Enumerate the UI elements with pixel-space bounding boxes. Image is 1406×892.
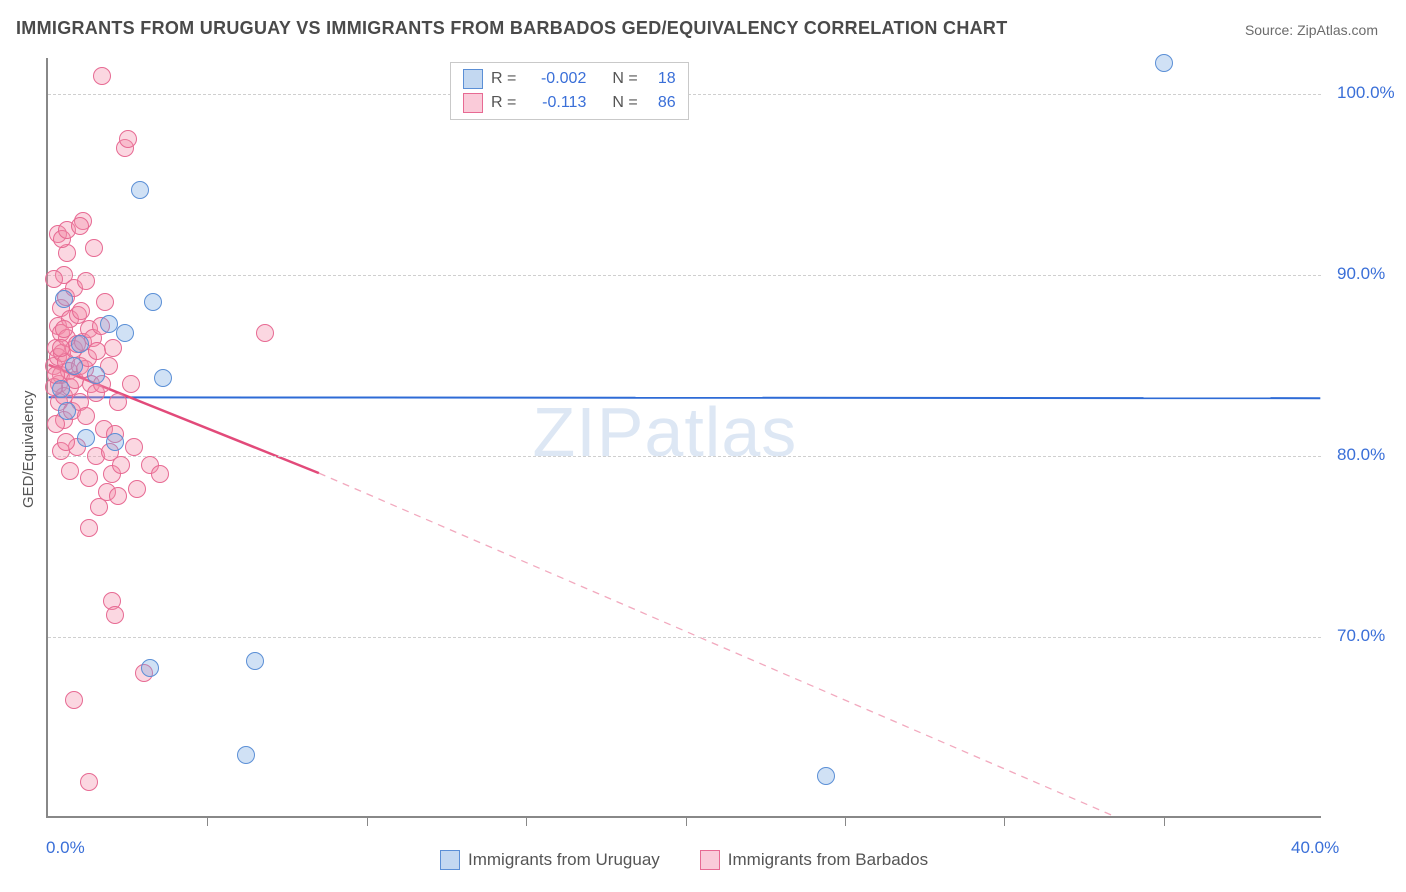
legend-n-value: 86: [646, 91, 676, 115]
legend-r-value: -0.002: [524, 67, 586, 91]
data-point-barbados: [119, 130, 137, 148]
data-point-barbados: [96, 293, 114, 311]
legend-n-label: N =: [612, 91, 637, 115]
data-point-uruguay: [131, 181, 149, 199]
data-point-barbados: [80, 519, 98, 537]
data-point-barbados: [77, 407, 95, 425]
y-tick-label: 100.0%: [1337, 83, 1395, 103]
legend-label: Immigrants from Uruguay: [468, 850, 660, 870]
legend-n-value: 18: [646, 67, 676, 91]
legend-swatch-uruguay: [463, 69, 483, 89]
data-point-barbados: [61, 462, 79, 480]
data-point-barbados: [45, 270, 63, 288]
trend-line: [49, 397, 1321, 398]
series-legend: Immigrants from Uruguay Immigrants from B…: [440, 850, 928, 870]
data-point-barbados: [122, 375, 140, 393]
data-point-barbados: [72, 302, 90, 320]
data-point-uruguay: [71, 335, 89, 353]
legend-swatch-barbados: [700, 850, 720, 870]
legend-n-label: N =: [612, 67, 637, 91]
data-point-uruguay: [58, 402, 76, 420]
y-tick-label: 90.0%: [1337, 264, 1385, 284]
legend-row-uruguay: R = -0.002 N = 18: [463, 67, 676, 91]
data-point-barbados: [57, 433, 75, 451]
legend-r-value: -0.113: [524, 91, 586, 115]
gridline-h: [48, 456, 1321, 457]
data-point-uruguay: [77, 429, 95, 447]
data-point-barbados: [65, 691, 83, 709]
chart-plot-area: ZIPatlas: [46, 58, 1321, 818]
data-point-barbados: [151, 465, 169, 483]
data-point-barbados: [104, 339, 122, 357]
data-point-uruguay: [116, 324, 134, 342]
data-point-barbados: [256, 324, 274, 342]
data-point-barbados: [112, 456, 130, 474]
data-point-barbados: [71, 217, 89, 235]
source-value: ZipAtlas.com: [1297, 22, 1378, 38]
x-tick: [207, 816, 208, 826]
gridline-h: [48, 275, 1321, 276]
legend-r-label: R =: [491, 67, 516, 91]
data-point-barbados: [85, 239, 103, 257]
correlation-legend: R = -0.002 N = 18 R = -0.113 N = 86: [450, 62, 689, 120]
data-point-uruguay: [246, 652, 264, 670]
data-point-uruguay: [65, 357, 83, 375]
y-axis-label: GED/Equivalency: [20, 390, 37, 508]
legend-item-uruguay: Immigrants from Uruguay: [440, 850, 660, 870]
data-point-barbados: [106, 606, 124, 624]
x-tick-label: 0.0%: [46, 838, 85, 858]
legend-item-barbados: Immigrants from Barbados: [700, 850, 928, 870]
data-point-uruguay: [1155, 54, 1173, 72]
data-point-barbados: [80, 773, 98, 791]
data-point-barbados: [93, 67, 111, 85]
data-point-barbados: [55, 320, 73, 338]
source-attribution: Source: ZipAtlas.com: [1245, 22, 1378, 38]
data-point-uruguay: [106, 433, 124, 451]
y-tick-label: 70.0%: [1337, 626, 1385, 646]
data-point-barbados: [109, 487, 127, 505]
data-point-uruguay: [141, 659, 159, 677]
x-tick: [367, 816, 368, 826]
legend-r-label: R =: [491, 91, 516, 115]
legend-row-barbados: R = -0.113 N = 86: [463, 91, 676, 115]
chart-title: IMMIGRANTS FROM URUGUAY VS IMMIGRANTS FR…: [16, 18, 1008, 39]
data-point-uruguay: [154, 369, 172, 387]
x-tick: [1004, 816, 1005, 826]
x-tick: [686, 816, 687, 826]
data-point-barbados: [52, 339, 70, 357]
chart-lines-svg: [48, 58, 1321, 816]
data-point-uruguay: [817, 767, 835, 785]
legend-swatch-barbados: [463, 93, 483, 113]
data-point-barbados: [80, 469, 98, 487]
data-point-uruguay: [55, 290, 73, 308]
data-point-uruguay: [237, 746, 255, 764]
x-tick-label: 40.0%: [1291, 838, 1339, 858]
x-tick: [526, 816, 527, 826]
data-point-barbados: [77, 272, 95, 290]
data-point-uruguay: [87, 366, 105, 384]
data-point-barbados: [109, 393, 127, 411]
data-point-barbados: [125, 438, 143, 456]
x-tick: [845, 816, 846, 826]
legend-label: Immigrants from Barbados: [728, 850, 928, 870]
source-label: Source:: [1245, 22, 1293, 38]
data-point-uruguay: [52, 380, 70, 398]
y-tick-label: 80.0%: [1337, 445, 1385, 465]
x-tick: [1164, 816, 1165, 826]
data-point-barbados: [128, 480, 146, 498]
trend-line: [319, 473, 1114, 816]
legend-swatch-uruguay: [440, 850, 460, 870]
gridline-h: [48, 637, 1321, 638]
data-point-uruguay: [144, 293, 162, 311]
